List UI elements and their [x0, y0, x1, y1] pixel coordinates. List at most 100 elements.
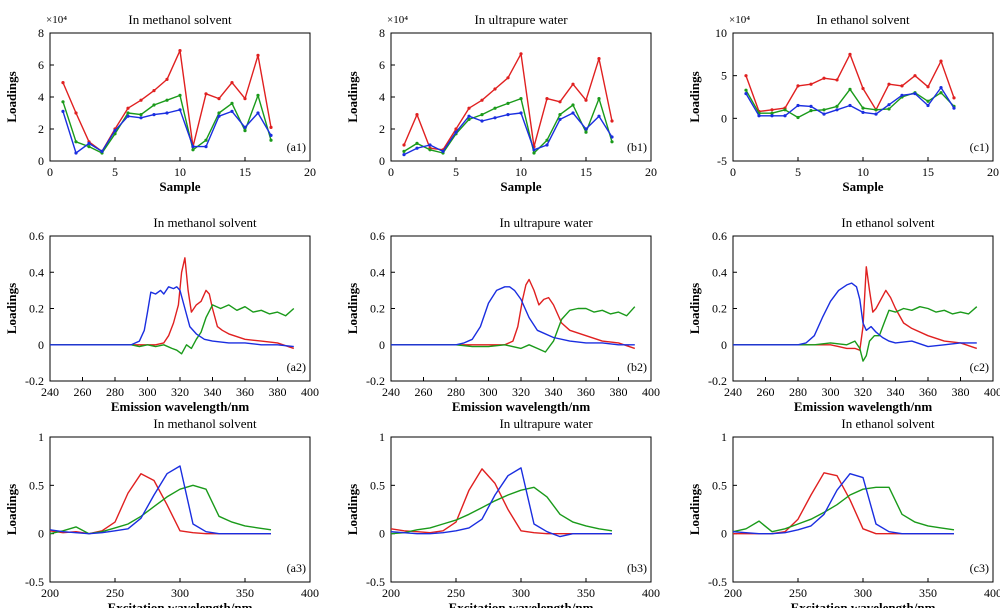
- chart-title: In methanol solvent: [128, 12, 232, 27]
- data-point: [178, 49, 182, 53]
- x-tick-label: 400: [301, 385, 319, 399]
- data-point: [74, 111, 78, 115]
- data-point: [571, 103, 575, 107]
- data-point: [835, 78, 839, 82]
- data-point: [796, 103, 800, 108]
- data-point: [783, 108, 787, 112]
- data-point: [757, 114, 761, 118]
- x-tick-label: 400: [642, 586, 660, 600]
- data-point: [610, 135, 614, 139]
- x-tick-label: 380: [610, 385, 628, 399]
- y-tick-label: 0: [721, 338, 727, 352]
- data-point: [74, 140, 78, 144]
- data-point: [493, 106, 497, 110]
- data-point: [402, 149, 406, 153]
- data-point: [493, 87, 497, 91]
- plot-frame: [49, 436, 311, 583]
- data-point: [584, 98, 588, 102]
- chart-panel-5: 240 260 280 300 320 340 360 380 400 -0.2 0 0.2 0.4 0.…: [345, 215, 660, 414]
- data-point: [152, 113, 156, 117]
- data-point: [822, 76, 826, 80]
- series-line-3: [50, 286, 294, 348]
- data-point: [269, 138, 273, 142]
- data-point: [61, 109, 65, 113]
- data-point: [887, 107, 891, 111]
- y-axis-label: Loadings: [345, 283, 360, 334]
- chart-title: In methanol solvent: [153, 416, 257, 431]
- y-tick-label: 0: [721, 527, 727, 541]
- y-tick-label: 0.5: [712, 478, 727, 492]
- series-line-2: [733, 306, 978, 362]
- data-point: [454, 130, 458, 134]
- series-line-3: [62, 109, 272, 154]
- x-axis-label: Emission wavelength/nm: [111, 399, 249, 414]
- y-tick-label: 0.6: [712, 229, 727, 243]
- data-point: [822, 108, 826, 112]
- data-point: [415, 141, 419, 145]
- x-tick-label: 5: [112, 165, 118, 179]
- data-point: [519, 97, 523, 101]
- chart-title: In methanol solvent: [153, 215, 257, 230]
- plot-frame: [732, 436, 994, 583]
- y-tick-label: 0.2: [29, 302, 44, 316]
- data-point: [402, 143, 406, 147]
- x-tick-label: 200: [724, 586, 742, 600]
- data-point: [926, 103, 930, 108]
- panel-label: (c1): [970, 140, 989, 154]
- data-point: [178, 108, 182, 112]
- chart-panel-4: 240 260 280 300 320 340 360 380 400 -0.2 0 0.2 0.4 0.…: [4, 215, 319, 414]
- data-point: [913, 91, 917, 96]
- y-tick-label: 2: [379, 122, 385, 136]
- x-tick-label: 400: [984, 385, 1000, 399]
- y-multiplier-label: ×10⁴: [46, 14, 67, 26]
- y-axis-label: Loadings: [687, 283, 702, 334]
- y-tick-label: 0: [721, 111, 727, 125]
- x-tick-label: 300: [171, 586, 189, 600]
- data-point: [204, 145, 208, 149]
- data-point: [874, 108, 878, 112]
- x-tick-label: 15: [580, 165, 592, 179]
- data-point: [571, 82, 575, 86]
- data-point: [584, 130, 588, 134]
- data-point: [217, 97, 221, 101]
- y-tick-label: 0.2: [370, 302, 385, 316]
- data-point: [191, 145, 195, 149]
- data-point: [256, 111, 260, 115]
- y-tick-label: 0.4: [370, 265, 385, 279]
- data-point: [493, 116, 497, 120]
- x-axis-label: Emission wavelength/nm: [794, 399, 932, 414]
- x-tick-label: 320: [854, 385, 872, 399]
- series-line-3: [732, 473, 954, 535]
- data-point: [178, 93, 182, 97]
- x-tick-label: 360: [577, 385, 595, 399]
- data-point: [809, 82, 813, 86]
- data-point: [597, 97, 601, 101]
- data-point: [597, 57, 601, 61]
- x-tick-label: 20: [304, 165, 316, 179]
- y-axis-label: Loadings: [4, 283, 19, 334]
- data-point: [783, 114, 787, 118]
- panel-label: (c2): [970, 360, 989, 374]
- x-tick-label: 10: [174, 165, 186, 179]
- y-tick-label: 8: [379, 26, 385, 40]
- data-point: [269, 133, 273, 137]
- data-point: [126, 111, 130, 115]
- x-tick-label: 0: [388, 165, 394, 179]
- x-tick-label: 340: [204, 385, 222, 399]
- y-tick-label: 2: [38, 122, 44, 136]
- data-point: [74, 151, 78, 155]
- data-point: [874, 112, 878, 116]
- data-point: [467, 106, 471, 110]
- data-point: [939, 86, 943, 90]
- data-point: [230, 109, 234, 113]
- x-axis-label: Excitation wavelength/nm: [449, 600, 594, 608]
- x-axis-label: Sample: [842, 179, 883, 194]
- data-point: [809, 109, 813, 113]
- data-point: [139, 113, 143, 117]
- data-point: [770, 114, 774, 118]
- data-point: [835, 104, 839, 108]
- data-point: [415, 113, 419, 117]
- y-tick-label: 1: [38, 430, 44, 444]
- data-point: [584, 127, 588, 131]
- chart-title: In ultrapure water: [499, 416, 593, 431]
